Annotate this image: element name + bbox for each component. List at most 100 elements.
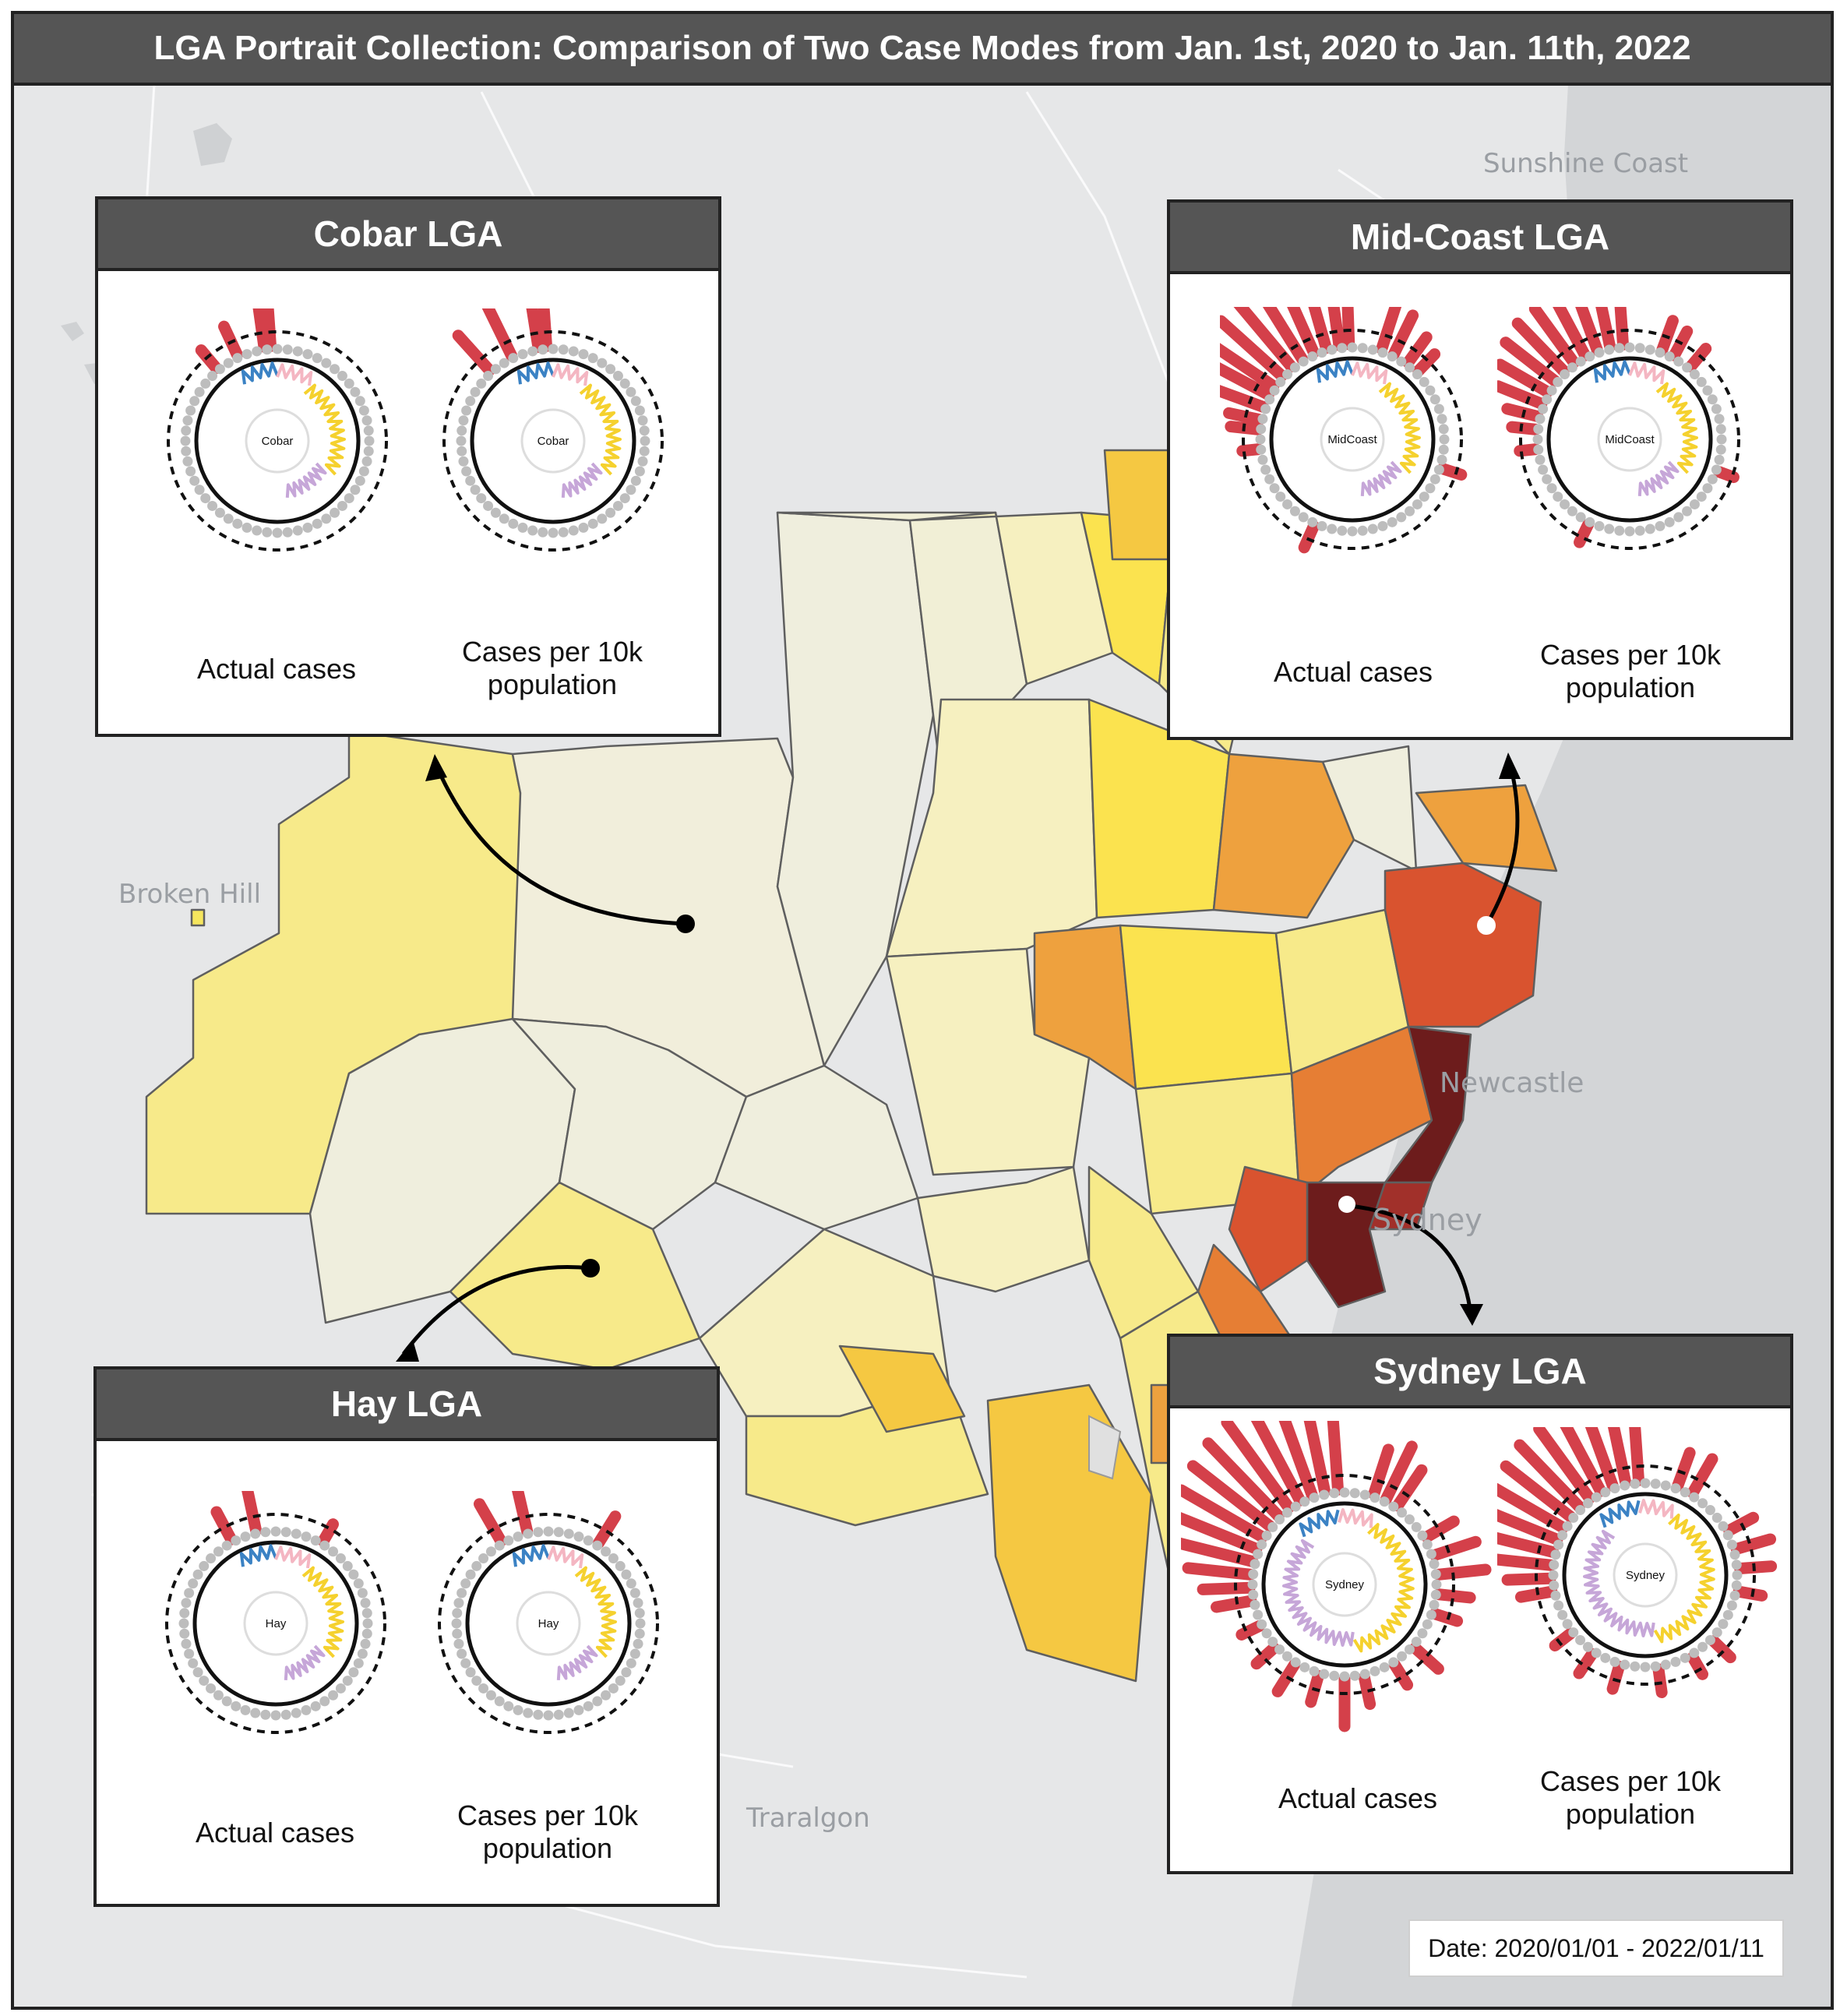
lga-broken-hill [190, 908, 206, 927]
day-dot [460, 1658, 471, 1669]
day-dot [1412, 499, 1422, 509]
day-dot [342, 1676, 353, 1686]
day-dot [1702, 483, 1713, 494]
portrait-actual: Sydney [1181, 1421, 1492, 1732]
day-dot [1722, 1530, 1733, 1541]
day-dot [1568, 1627, 1579, 1638]
portrait-per10k: MidCoast [1497, 307, 1740, 550]
day-dot [221, 1696, 232, 1707]
day-dot [272, 527, 283, 538]
day-dot [1532, 434, 1543, 445]
day-dot [1359, 1669, 1370, 1679]
day-dot [1560, 499, 1570, 509]
day-dot [460, 1578, 471, 1589]
day-dot [639, 425, 650, 436]
portrait-per10k: Cobar [442, 308, 664, 552]
day-dot [471, 1560, 482, 1571]
day-dot [1680, 1652, 1690, 1663]
day-dot [361, 456, 372, 467]
day-dot [260, 1527, 271, 1538]
case-bar [1298, 520, 1320, 554]
day-dot [499, 358, 509, 368]
day-dot [630, 475, 641, 486]
day-dot [605, 507, 616, 518]
day-dot [337, 500, 347, 511]
day-dot [527, 346, 538, 357]
caption-per10k: Cases per 10k population [1539, 639, 1722, 704]
day-dot [1436, 454, 1447, 465]
day-dot [240, 1704, 251, 1715]
day-dot [453, 1598, 464, 1609]
caption-per10k: Cases per 10k population [1539, 1765, 1722, 1831]
day-dot [231, 1535, 241, 1546]
lga-tumut [838, 1345, 966, 1433]
day-dot [1397, 1651, 1408, 1662]
day-dot [1379, 1496, 1390, 1507]
day-dot [1549, 1560, 1560, 1570]
day-dot [1557, 1609, 1568, 1620]
day-dot [1425, 385, 1436, 396]
day-dot [1433, 464, 1444, 475]
day-dot [490, 364, 501, 375]
wave-segment [1593, 360, 1631, 383]
day-dot [568, 346, 579, 357]
day-dot [640, 435, 650, 446]
day-dot [483, 371, 494, 382]
case-bar [1421, 1515, 1460, 1543]
day-dot [1567, 362, 1577, 373]
day-dot [194, 386, 205, 397]
case-bar [1412, 348, 1441, 377]
dashed-ring [167, 330, 388, 552]
case-bar [1575, 307, 1603, 356]
day-dot [1575, 1634, 1586, 1645]
day-dot [465, 1667, 476, 1678]
case-bar [1684, 343, 1712, 373]
day-dot [1670, 1656, 1681, 1667]
day-dot [1436, 414, 1447, 425]
day-dot [1429, 1559, 1440, 1570]
map-label-traralgon: Traralgon [746, 1803, 870, 1834]
day-dot [1369, 1665, 1380, 1676]
day-dot [1682, 506, 1693, 516]
case-bar [1358, 1671, 1376, 1711]
day-dot [523, 1708, 534, 1718]
case-bar [452, 330, 495, 376]
dashed-ring [1242, 329, 1463, 550]
day-dot [1696, 492, 1707, 502]
case-bar [1500, 337, 1561, 387]
day-dot [1553, 1539, 1564, 1550]
case-bar [1497, 1553, 1557, 1571]
day-dot [252, 525, 263, 536]
day-dot [1680, 1487, 1690, 1498]
day-dot [354, 475, 365, 486]
day-dot [1250, 1559, 1260, 1570]
day-dot [1250, 1599, 1260, 1610]
day-dot [260, 1709, 271, 1720]
day-dot [1620, 1480, 1630, 1491]
day-dot [363, 446, 374, 456]
case-bar [1429, 1608, 1464, 1627]
panel-hay: Hay LGA Hay Hay Actual cases Cases per 1… [93, 1366, 720, 1907]
day-dot [1419, 492, 1429, 502]
day-dot [1274, 1644, 1285, 1655]
case-bar [1341, 307, 1355, 351]
center-label: Sydney [1325, 1578, 1365, 1591]
day-dot [207, 371, 218, 382]
day-dot [1299, 1662, 1310, 1672]
case-bar [1250, 1421, 1306, 1507]
day-dot [1609, 1483, 1620, 1494]
day-dot [1689, 1648, 1700, 1658]
day-dot [1562, 1619, 1573, 1630]
wave-segment [1282, 1538, 1355, 1647]
day-dot [1582, 1498, 1593, 1509]
map-label-newcastle: Newcastle [1440, 1067, 1584, 1099]
case-bar [1497, 380, 1548, 410]
day-dot [1309, 1493, 1320, 1503]
day-dot [282, 527, 293, 537]
day-dot [301, 1531, 312, 1542]
day-dot [319, 1540, 330, 1551]
lga-middle-3 [1212, 752, 1355, 919]
wave-segment [276, 363, 313, 386]
day-dot [513, 1531, 523, 1542]
day-dot [605, 364, 616, 375]
